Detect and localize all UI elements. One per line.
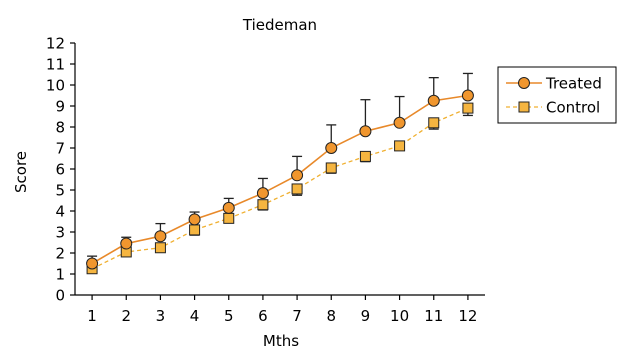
y-tick-label: 12	[46, 35, 65, 53]
y-tick-label: 11	[46, 56, 65, 74]
x-tick-label: 3	[156, 307, 166, 325]
point-control	[359, 150, 371, 162]
series-line-control	[91, 107, 469, 270]
chart-title: Tiedeman	[242, 16, 317, 34]
y-tick-label: 1	[55, 266, 65, 284]
y-tick-label: 4	[55, 203, 65, 221]
point-control	[154, 242, 166, 254]
point-control	[223, 212, 235, 224]
x-tick-label: 6	[258, 307, 268, 325]
x-tick-label: 7	[292, 307, 302, 325]
point-treated	[120, 237, 133, 250]
x-ticks: 1 2 3 4 5 6 7 8 9 10 11 12	[87, 295, 477, 325]
x-tick-label: 4	[190, 307, 200, 325]
x-tick-label: 10	[390, 307, 409, 325]
point-control	[325, 162, 337, 174]
legend-label-treated: Treated	[545, 75, 602, 93]
point-treated	[222, 201, 235, 214]
y-tick-label: 7	[55, 140, 65, 158]
point-control	[428, 117, 440, 129]
legend-item-control: Control	[506, 99, 600, 117]
point-treated	[256, 187, 269, 200]
x-tick-label: 11	[424, 307, 443, 325]
axes	[74, 43, 485, 296]
point-control	[189, 224, 201, 236]
point-treated	[393, 116, 406, 129]
y-tick-label: 10	[46, 77, 65, 95]
legend: Treated Control	[497, 66, 617, 124]
legend-marker-treated	[518, 77, 530, 89]
series-line-treated	[91, 94, 469, 265]
point-treated	[359, 125, 372, 138]
point-treated	[86, 257, 99, 270]
point-treated	[427, 94, 440, 107]
x-tick-label: 5	[224, 307, 234, 325]
x-tick-label: 1	[87, 307, 97, 325]
y-tick-label: 2	[55, 245, 65, 263]
y-tick-label: 5	[55, 182, 65, 200]
y-tick-label: 9	[55, 98, 65, 116]
legend-box	[497, 66, 617, 124]
point-treated	[154, 230, 167, 243]
y-tick-label: 8	[55, 119, 65, 137]
y-tick-label: 3	[55, 224, 65, 242]
error-bars	[87, 72, 473, 274]
legend-item-treated: Treated	[506, 75, 602, 93]
point-control	[291, 183, 303, 195]
series-markers	[86, 89, 474, 275]
point-control	[257, 199, 269, 211]
y-axis-label: Score	[12, 151, 30, 193]
point-treated	[461, 89, 474, 102]
series-lines	[91, 94, 469, 270]
x-tick-label: 2	[121, 307, 131, 325]
legend-marker-control	[518, 101, 530, 113]
point-treated	[188, 213, 201, 226]
point-treated	[291, 169, 304, 182]
y-tick-label: 6	[55, 161, 65, 179]
x-tick-label: 8	[326, 307, 336, 325]
point-treated	[325, 142, 338, 154]
x-tick-label: 9	[361, 307, 371, 325]
x-tick-label: 12	[458, 307, 477, 325]
point-control	[462, 102, 474, 114]
point-control	[394, 140, 406, 152]
legend-label-control: Control	[546, 99, 600, 117]
y-tick-label: 0	[55, 287, 65, 305]
x-axis-label: Mths	[263, 332, 299, 350]
